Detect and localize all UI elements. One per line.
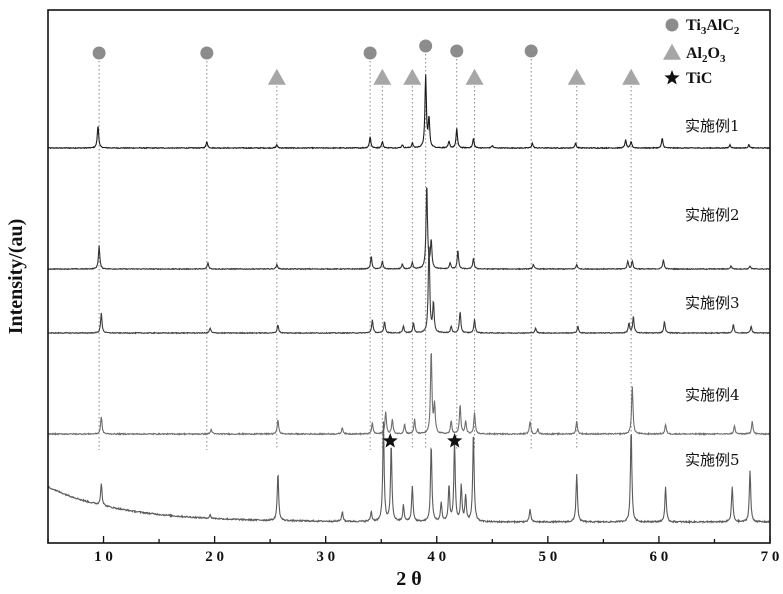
- series-label: 实施例5: [685, 451, 740, 469]
- x-tick-label: 2 0: [205, 549, 224, 565]
- series-trace: [48, 422, 770, 523]
- circle-marker: [200, 47, 213, 60]
- series-label: 实施例4: [685, 386, 740, 404]
- x-tick-label: 5 0: [538, 549, 557, 565]
- legend: Ti3AlC2 Al2O3 TiC: [663, 17, 740, 87]
- circle-marker: [419, 40, 432, 53]
- series-label: 实施例3: [685, 294, 740, 312]
- x-tick-label: 1 0: [94, 549, 113, 565]
- triangle-marker: [663, 44, 681, 60]
- y-axis-title: Intensity/(au): [5, 219, 27, 335]
- circle-marker: [525, 45, 538, 58]
- triangle-marker: [622, 69, 640, 85]
- series-labels: 实施例1 实施例2 实施例3 实施例4 实施例5: [685, 117, 740, 469]
- star-marker: [383, 433, 398, 448]
- triangle-marker: [568, 69, 586, 85]
- phase-markers: [93, 40, 641, 448]
- series-trace: [48, 75, 770, 149]
- star-marker: [664, 70, 679, 85]
- series-trace: [48, 354, 770, 435]
- legend-entry-label: Ti3AlC2: [686, 17, 740, 37]
- x-tick-label: 7 0: [761, 549, 780, 565]
- series-label: 实施例1: [685, 117, 740, 135]
- x-axis-title: 2 θ: [396, 568, 421, 590]
- x-tick-label: 4 0: [427, 549, 446, 565]
- plot-frame: [48, 10, 770, 543]
- circle-marker: [364, 47, 377, 60]
- circle-marker: [450, 45, 463, 58]
- x-tick-label: 3 0: [316, 549, 335, 565]
- triangle-marker: [466, 69, 484, 85]
- x-tick-label: 6 0: [650, 549, 669, 565]
- triangle-marker: [373, 69, 391, 85]
- phase-guide-lines: [99, 54, 631, 450]
- x-axis: 1 0 2 0 3 0 4 0 5 0 6 0 7 0: [48, 536, 779, 565]
- series-label: 实施例2: [685, 206, 740, 224]
- triangle-marker: [268, 69, 286, 85]
- legend-entry-label: TiC: [686, 70, 712, 87]
- triangle-marker: [403, 69, 421, 85]
- circle-marker: [93, 47, 106, 60]
- circle-marker: [666, 19, 679, 32]
- series-traces: [48, 75, 770, 523]
- legend-entry-label: Al2O3: [686, 45, 726, 65]
- series-trace: [48, 188, 770, 269]
- series-trace: [48, 247, 770, 334]
